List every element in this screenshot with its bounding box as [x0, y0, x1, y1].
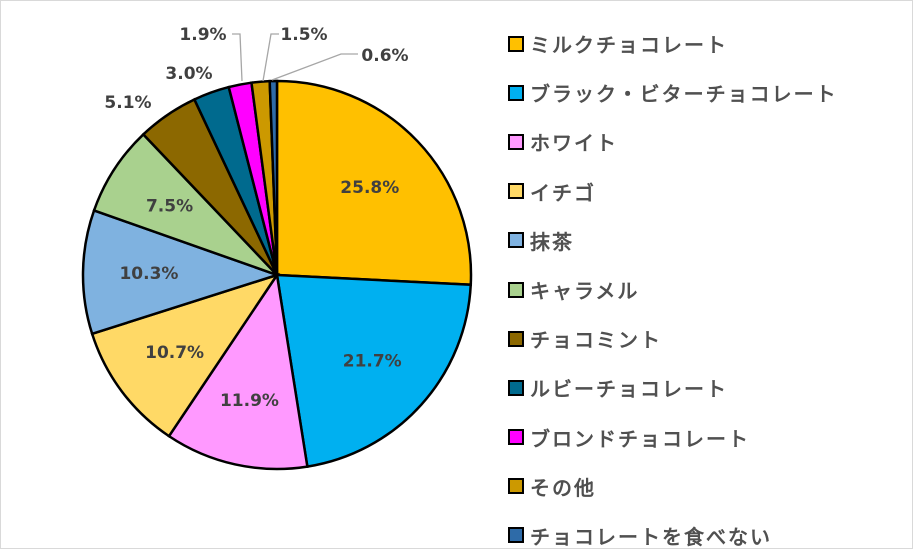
leader-line	[262, 33, 279, 82]
legend-label: ミルクチョコレート	[530, 33, 728, 58]
legend-label: チョコレートを食べない	[530, 524, 772, 549]
legend-item: ブラック・ビターチョコレート	[508, 68, 838, 117]
legend-swatch	[508, 429, 524, 446]
data-label: 10.7%	[145, 343, 204, 363]
legend-swatch	[508, 183, 524, 200]
data-label: 21.7%	[343, 352, 402, 372]
legend-label: ブラック・ビターチョコレート	[530, 82, 838, 107]
legend-item: ブロンドチョコレート	[508, 413, 838, 462]
legend-swatch	[508, 527, 524, 544]
legend-item: イチゴ	[508, 167, 838, 216]
leader-line	[271, 53, 358, 81]
legend-label: その他	[530, 475, 596, 500]
legend-label: ルビーチョコレート	[530, 377, 728, 402]
legend-item: キャラメル	[508, 265, 838, 314]
legend-swatch	[508, 330, 524, 347]
legend-label: ブロンドチョコレート	[530, 426, 750, 451]
legend-item: ミルクチョコレート	[508, 19, 838, 68]
legend-label: 抹茶	[530, 229, 574, 254]
legend-item: チョコミント	[508, 314, 838, 363]
legend: ミルクチョコレートブラック・ビターチョコレート ホワイトイチゴ抹茶キャラメルチョコ…	[508, 19, 838, 549]
legend-item: ホワイト	[508, 117, 838, 166]
legend-label: チョコミント	[530, 328, 662, 353]
data-label: 25.8%	[340, 178, 399, 198]
legend-swatch	[508, 133, 524, 150]
pie-slice	[275, 79, 473, 287]
pie-slice	[81, 208, 281, 336]
legend-swatch	[508, 478, 524, 495]
legend-swatch	[508, 84, 524, 101]
legend-label: イチゴ	[530, 180, 596, 205]
legend-item: ルビーチョコレート	[508, 363, 838, 412]
legend-swatch	[508, 35, 524, 52]
legend-label: ホワイト	[530, 131, 618, 156]
data-label: 11.9%	[220, 391, 279, 411]
pie-slice	[268, 79, 279, 276]
data-label: 5.1%	[104, 93, 151, 113]
legend-swatch	[508, 232, 524, 249]
leader-line	[232, 33, 243, 82]
data-label: 10.3%	[119, 264, 178, 284]
legend-swatch	[508, 281, 524, 298]
legend-label: キャラメル	[530, 279, 640, 304]
data-label: 3.0%	[165, 64, 212, 84]
data-label: 0.6%	[361, 46, 408, 66]
legend-item: 抹茶	[508, 216, 838, 265]
legend-item: その他	[508, 462, 838, 511]
data-label: 1.5%	[280, 25, 327, 45]
data-label: 7.5%	[146, 196, 193, 216]
pie-slice	[275, 273, 473, 469]
pie-slice	[167, 271, 309, 471]
pie-slice	[90, 272, 281, 438]
data-label: 1.9%	[179, 25, 226, 45]
legend-item: チョコレートを食べない	[508, 511, 838, 549]
legend-swatch	[508, 379, 524, 396]
